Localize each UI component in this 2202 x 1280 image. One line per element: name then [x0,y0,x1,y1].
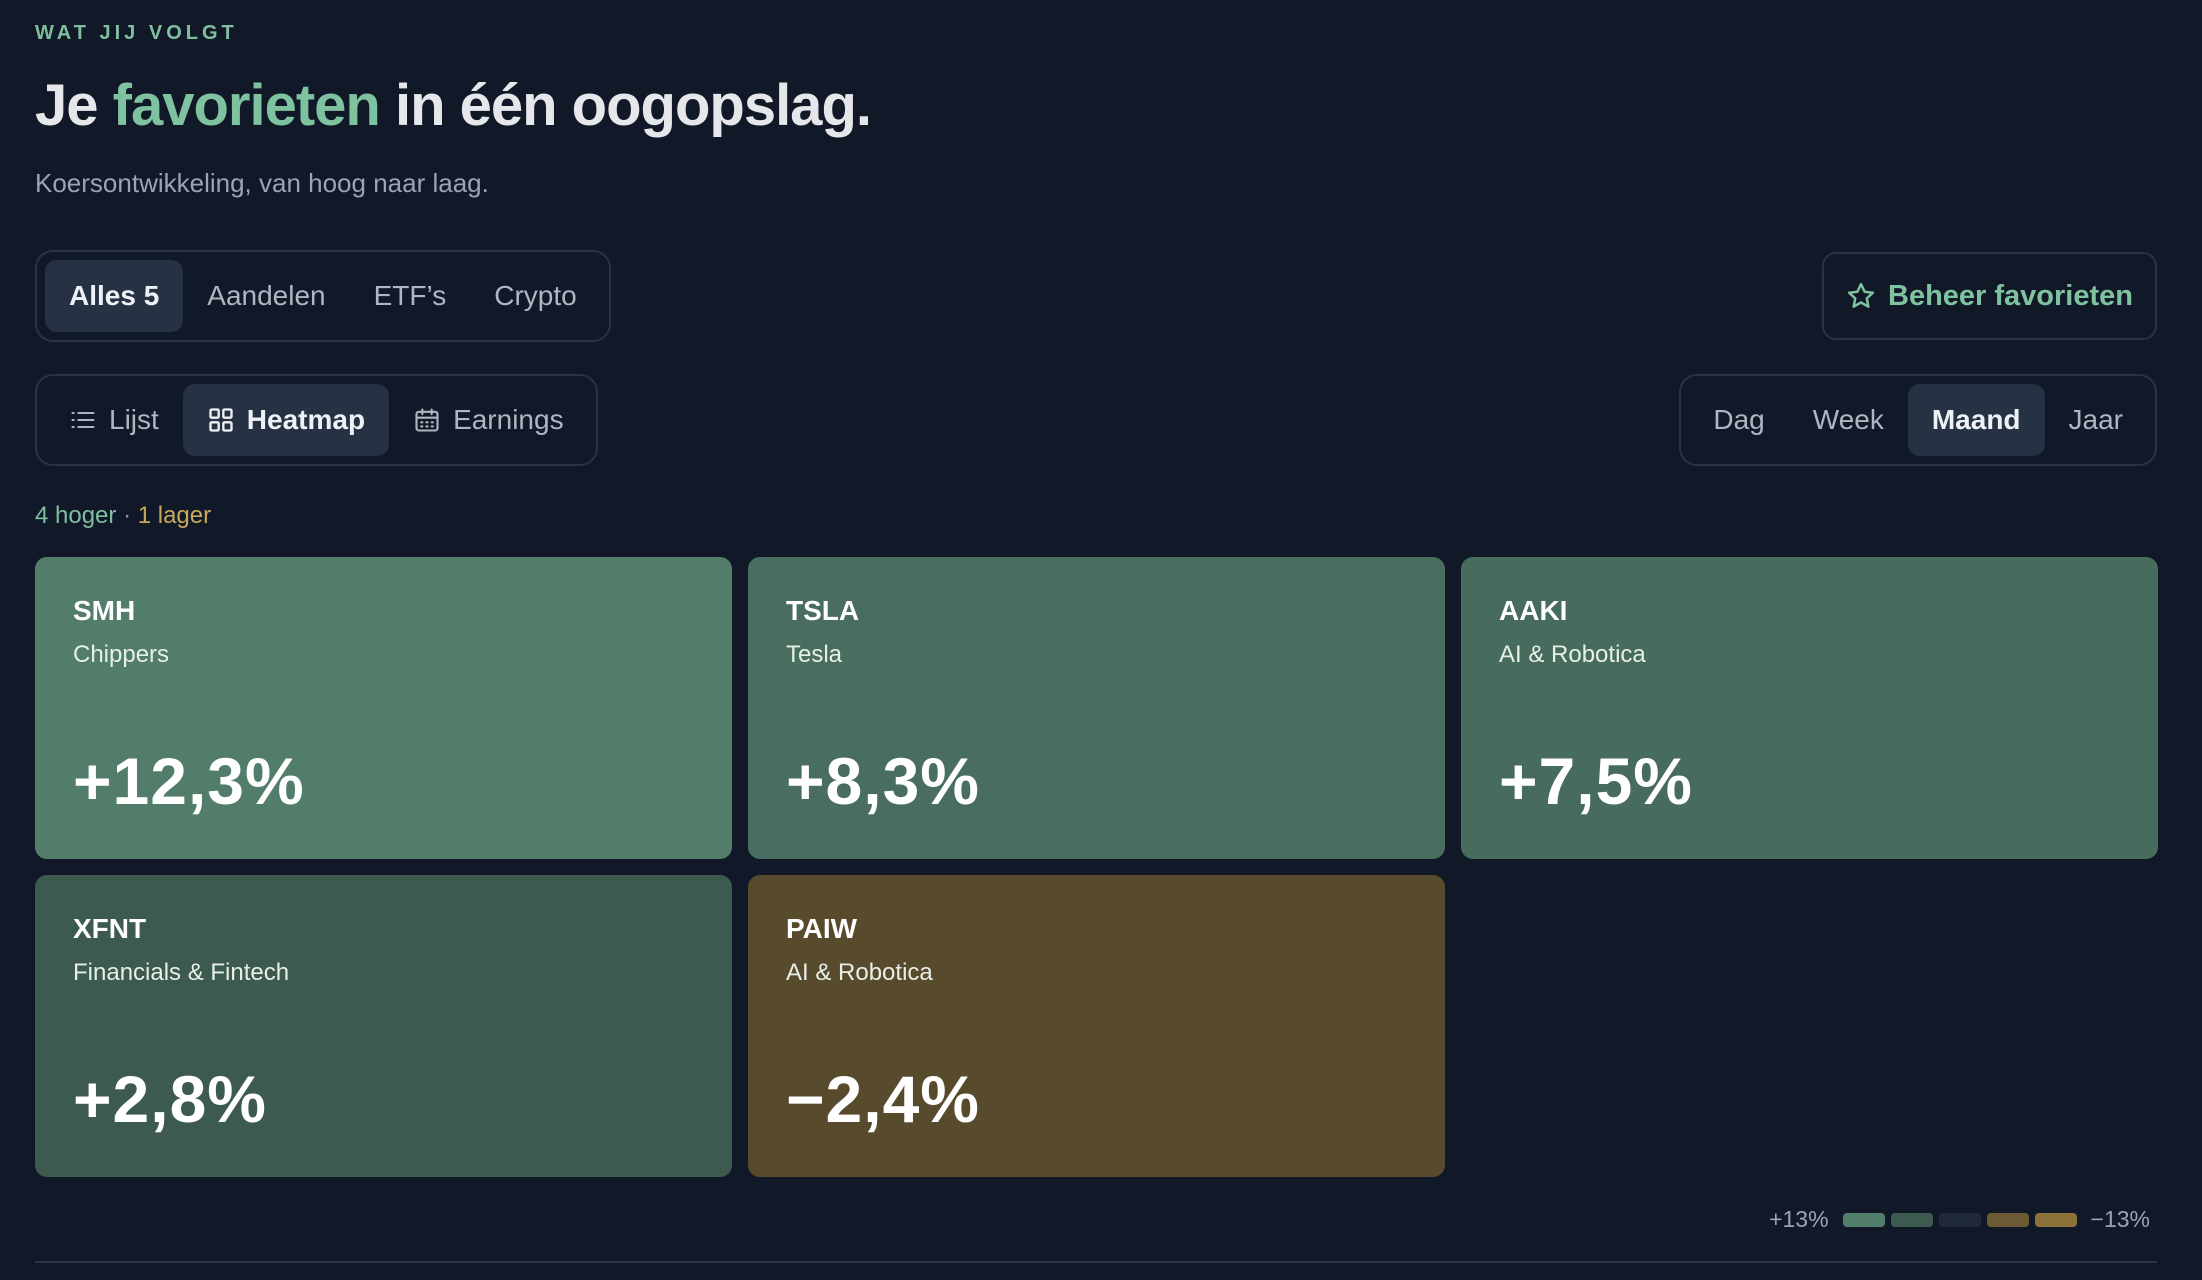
title-prefix: Je [35,73,113,138]
heatmap-tile-paiw[interactable]: PAIW AI & Robotica −2,4% [748,875,1445,1177]
summary-separator: · [116,502,138,529]
filter-tab-etfs[interactable]: ETF’s [373,280,447,311]
legend-swatch [1842,1212,1885,1227]
heatmap-tile-tsla[interactable]: TSLA Tesla +8,3% [748,557,1445,859]
title-suffix: in één oogopslag. [379,73,872,138]
tile-change: +8,3% [786,744,980,818]
heatmap-tile-smh[interactable]: SMH Chippers +12,3% [35,557,732,859]
view-tab-earnings[interactable]: Earnings [389,384,588,456]
view-tab-heatmap-label: Heatmap [246,404,366,435]
eyebrow-label: WAT JIJ VOLGT [35,22,238,44]
manage-favorites-label: Beheer favorieten [1888,279,2133,312]
tile-symbol: PAIW [786,913,858,944]
period-tab-year[interactable]: Jaar [2068,404,2123,435]
tile-change: +12,3% [73,744,305,818]
view-mode-tabs: Lijst Heatmap Earnings [35,374,598,466]
grid-icon [207,406,235,434]
period-tab-day[interactable]: Dag [1713,404,1765,435]
legend-swatch [1938,1212,1981,1227]
legend-swatch [1890,1212,1933,1227]
manage-favorites-button[interactable]: Beheer favorieten [1822,252,2157,340]
heatmap-grid: SMH Chippers +12,3% TSLA Tesla +8,3% AAK… [35,557,2158,1177]
tile-symbol: TSLA [786,595,860,626]
legend-swatch [2034,1212,2077,1227]
tile-symbol: XFNT [73,913,147,944]
star-icon [1846,281,1876,311]
view-tab-list[interactable]: Lijst [45,384,183,456]
view-tab-earnings-label: Earnings [453,404,564,435]
heatmap-legend: +13% −13% [1769,1206,2150,1233]
movement-summary: 4 hoger · 1 lager [35,502,211,530]
tile-name: Tesla [786,641,843,668]
filter-tab-crypto[interactable]: Crypto [494,280,577,311]
bottom-divider [35,1261,2157,1263]
summary-up-count: 4 hoger [35,502,117,529]
page-title: Je favorieten in één oogopslag. [35,72,872,139]
period-tab-week[interactable]: Week [1812,404,1884,435]
legend-swatch [1986,1212,2029,1227]
tile-name: Financials & Fintech [73,959,290,986]
heatmap-tile-xfnt[interactable]: XFNT Financials & Fintech +2,8% [35,875,732,1177]
view-tab-heatmap[interactable]: Heatmap [182,384,390,456]
period-tabs: Dag Week Maand Jaar [1679,374,2157,466]
period-tab-month[interactable]: Maand [1907,384,2045,456]
filter-tab-all[interactable]: Alles 5 [45,260,184,332]
title-accent: favorieten [112,73,381,138]
tile-name: Chippers [73,641,170,668]
view-tab-list-label: Lijst [109,404,159,435]
asset-filter-tabs: Alles 5 Aandelen ETF’s Crypto [35,250,611,342]
legend-high-label: +13% [1769,1206,1829,1232]
tile-change: −2,4% [786,1062,980,1136]
tile-symbol: AAKI [1499,595,1568,626]
summary-down-count: 1 lager [137,502,212,529]
tile-name: AI & Robotica [786,959,933,986]
tile-symbol: SMH [73,595,136,626]
tile-change: +2,8% [73,1062,267,1136]
page-subtitle: Koersontwikkeling, van hoog naar laag. [35,168,489,198]
legend-low-label: −13% [2090,1206,2150,1232]
list-icon [69,406,97,434]
heatmap-tile-aaki[interactable]: AAKI AI & Robotica +7,5% [1461,557,2158,859]
tile-change: +7,5% [1499,744,1693,818]
tile-name: AI & Robotica [1499,641,1646,668]
calendar-icon [413,406,441,434]
filter-tab-stocks[interactable]: Aandelen [207,280,326,311]
